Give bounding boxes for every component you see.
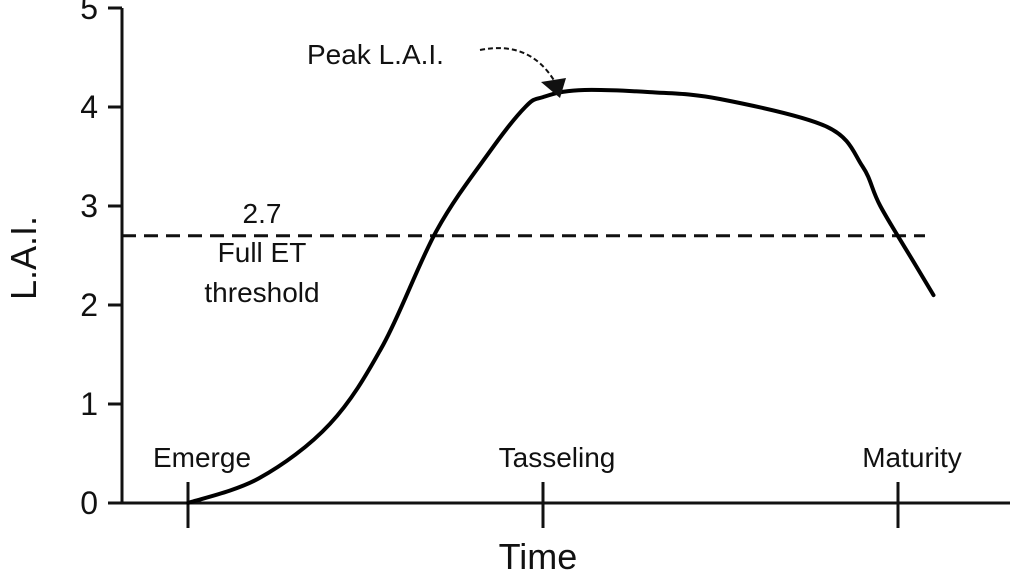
y-tick-label: 2 <box>80 287 98 323</box>
y-tick-label: 3 <box>80 188 98 224</box>
y-axis-title: L.A.I. <box>3 216 44 300</box>
y-tick-label: 0 <box>80 485 98 521</box>
peak-arrowhead <box>541 78 566 98</box>
x-axis-title: Time <box>499 536 578 576</box>
y-ticks: 0 1 2 3 4 5 <box>80 0 122 521</box>
y-tick-label: 4 <box>80 89 98 125</box>
peak-callout-line <box>479 47 556 83</box>
threshold-value-label: 2.7 <box>243 198 282 229</box>
x-stage-label: Maturity <box>862 442 962 473</box>
y-tick-label: 1 <box>80 386 98 422</box>
x-stage-label: Tasseling <box>499 442 616 473</box>
x-stage-label: Emerge <box>153 442 251 473</box>
threshold-label-line1: Full ET <box>218 237 307 268</box>
y-tick-label: 5 <box>80 0 98 26</box>
x-stage-ticks: Emerge Tasseling Maturity <box>153 442 962 528</box>
lai-curve <box>186 87 936 505</box>
threshold-label-line2: threshold <box>204 277 319 308</box>
peak-lai-annotation: Peak L.A.I. <box>307 39 444 70</box>
